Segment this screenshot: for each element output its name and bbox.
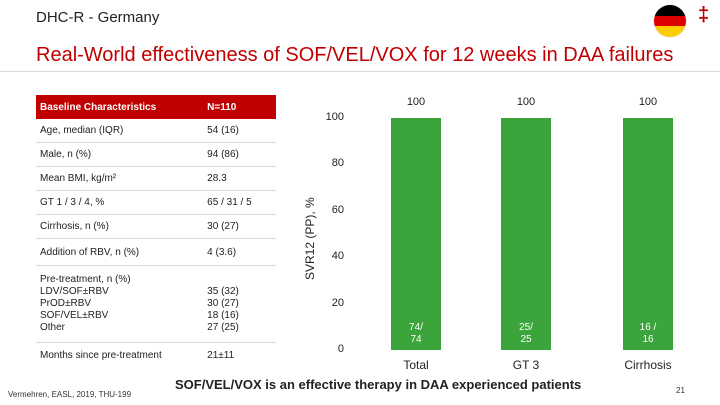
row-value: 21±11: [207, 349, 235, 361]
table-row: Male, n (%) 94 (86): [36, 143, 276, 167]
y-tick-label: 20: [331, 296, 344, 309]
row-value: 30 (27): [207, 221, 239, 232]
y-tick-label: 80: [331, 157, 344, 170]
x-category-label: Total: [403, 358, 429, 372]
x-category-label: GT 3: [512, 358, 540, 372]
table-row: Months since pre-treatment 21±11: [36, 343, 276, 367]
row-value: 28.3: [207, 173, 227, 184]
table-row: GT 1 / 3 / 4, % 65 / 31 / 5: [36, 191, 276, 215]
row-label: GT 1 / 3 / 4, %: [40, 197, 105, 208]
bar-fraction-label: 74/ 74: [409, 322, 423, 345]
flag-stripe-gold: [654, 26, 686, 37]
page-number: 21: [676, 386, 685, 395]
dagger-symbol: ‡: [698, 4, 710, 26]
bar-cirrhosis: [623, 118, 673, 350]
table-header-label: Baseline Characteristics: [40, 101, 157, 113]
baseline-table: Baseline Characteristics N=110 Age, medi…: [36, 95, 276, 367]
x-category-label: Cirrhosis: [624, 358, 672, 372]
bar-fraction-label: 25/ 25: [519, 322, 533, 345]
header-tag: DHC-R - Germany: [36, 9, 160, 26]
row-value: 4 (3.6): [207, 246, 237, 258]
row-value: 35 (32) 30 (27) 18 (16) 27 (25): [207, 286, 239, 333]
row-value: 54 (16): [207, 125, 239, 136]
y-tick-label: 40: [331, 250, 344, 263]
table-row: Addition of RBV, n (%) 4 (3.6): [36, 239, 276, 266]
y-tick-label: 60: [331, 203, 344, 216]
row-label: Cirrhosis, n (%): [40, 221, 109, 232]
row-value: 65 / 31 / 5: [207, 197, 252, 208]
row-value: 94 (86): [207, 149, 239, 160]
y-tick-label: 100: [325, 111, 344, 123]
bar-value-label: 100: [638, 96, 658, 108]
table-row: Pre-treatment, n (%) LDV/SOF±RBV PrOD±RB…: [36, 266, 276, 343]
table-header: Baseline Characteristics N=110: [36, 95, 276, 119]
row-label: Age, median (IQR): [40, 125, 124, 136]
bar-value-label: 100: [516, 96, 536, 108]
row-label: Pre-treatment, n (%) LDV/SOF±RBV PrOD±RB…: [40, 274, 131, 333]
footer-reference: Vermehren, EASL, 2019, THU-199: [8, 390, 132, 399]
conclusion-text: SOF/VEL/VOX is an effective therapy in D…: [175, 377, 582, 392]
table-row: Age, median (IQR) 54 (16): [36, 119, 276, 143]
y-tick-label: 0: [337, 343, 344, 355]
title-divider: [0, 71, 720, 72]
row-label: Mean BMI, kg/m²: [40, 173, 117, 184]
table-row: Cirrhosis, n (%) 30 (27): [36, 215, 276, 239]
row-label: Addition of RBV, n (%): [40, 246, 140, 258]
slide-title: Real-World effectiveness of SOF/VEL/VOX …: [36, 44, 674, 66]
bar-value-label: 100: [406, 96, 426, 108]
bar-total: [391, 118, 441, 350]
bar-fraction-label: 16 / 16: [639, 322, 657, 345]
row-label: Male, n (%): [40, 149, 92, 160]
bar-gt-3: [501, 118, 551, 350]
flag-stripe-black: [654, 5, 686, 16]
table-row: Mean BMI, kg/m² 28.3: [36, 167, 276, 191]
table-header-value: N=110: [207, 101, 237, 113]
flag-germany-icon: [654, 5, 686, 37]
row-label: Months since pre-treatment: [40, 349, 162, 361]
flag-stripe-red: [654, 15, 686, 27]
